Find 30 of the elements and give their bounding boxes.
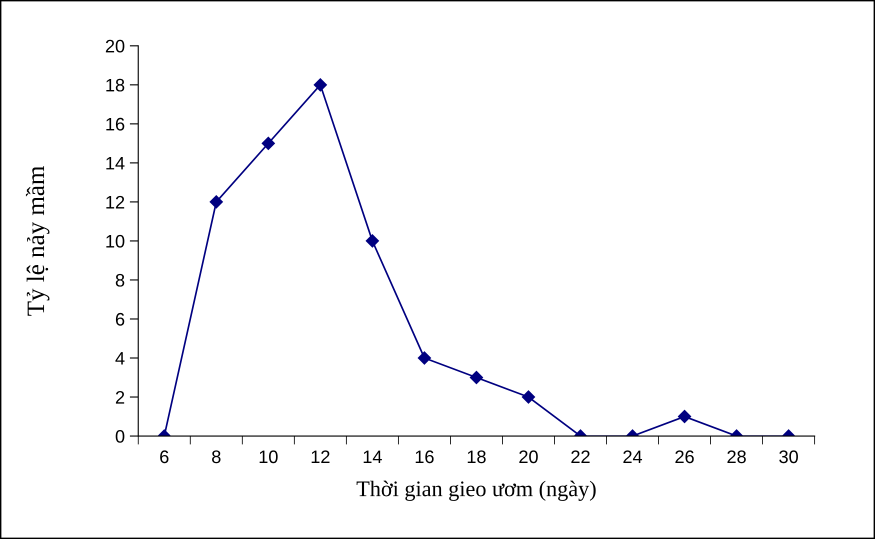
point	[366, 234, 379, 248]
y-tick-label: 14	[106, 157, 125, 170]
y-tick-label: 0	[116, 430, 124, 443]
x-tick-label: 26	[675, 450, 694, 464]
point	[314, 78, 327, 92]
y-tick-label: 12	[106, 196, 124, 208]
x-tick-label: 10	[260, 450, 278, 464]
x-tick-label: 14	[364, 450, 382, 464]
x-tick-label: 24	[623, 450, 642, 464]
y-tick-label: 6	[116, 312, 124, 326]
y-tick-label: 16	[106, 118, 124, 131]
y-tick-label: 8	[116, 274, 124, 287]
x-tick-label: 20	[519, 450, 538, 464]
y-tick-label: 20	[106, 40, 124, 53]
x-tick-label: 16	[416, 450, 434, 464]
x-axis-title: Thời gian gieo ươm (ngày)	[356, 480, 596, 501]
y-tick-label: 18	[106, 78, 124, 92]
x-tick-label: 8	[212, 450, 221, 464]
y-tick-label: 2	[116, 390, 124, 404]
x-tick-label: 6	[160, 450, 168, 464]
x-tick-label: 22	[571, 450, 590, 464]
y-axis-title: Tỷ lệ nảy mầm	[26, 166, 50, 316]
x-tick-label: 18	[468, 450, 486, 464]
x-tick-label: 30	[779, 450, 798, 464]
x-tick-label: 28	[727, 450, 746, 464]
point	[262, 136, 275, 150]
y-tick-label: 10	[106, 234, 124, 248]
y-tick-label: 4	[115, 352, 125, 365]
point	[210, 195, 223, 208]
x-tick-label: 12	[312, 450, 330, 464]
